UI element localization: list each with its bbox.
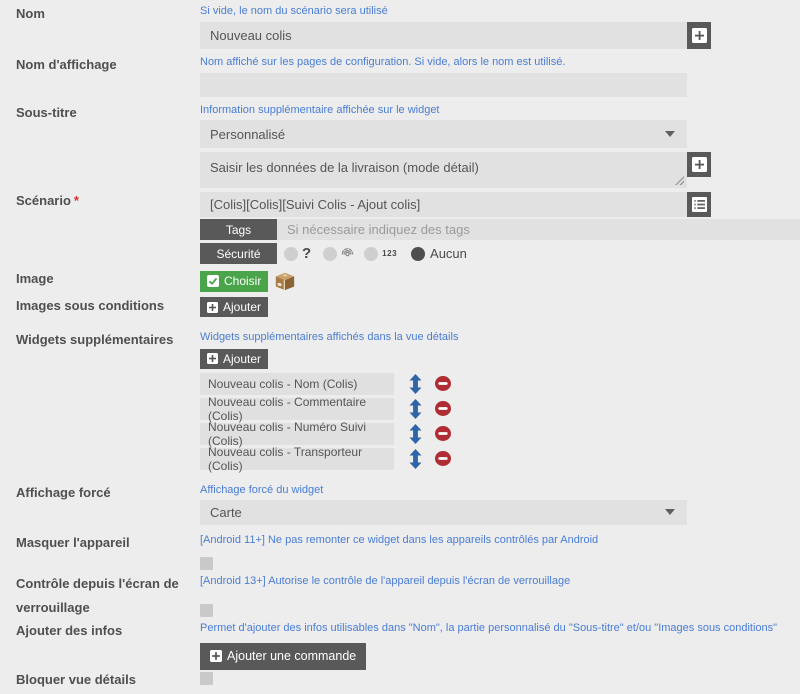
scenario-input[interactable] bbox=[200, 192, 687, 217]
tags-input[interactable] bbox=[277, 219, 800, 240]
affichage-force-help: Affichage forcé du widget bbox=[200, 483, 324, 496]
fingerprint-icon bbox=[341, 247, 354, 260]
reorder-updown-icon[interactable] bbox=[409, 423, 422, 444]
plus-icon bbox=[207, 301, 218, 313]
add-conditional-image-button[interactable]: Ajouter bbox=[200, 297, 269, 317]
ajouter-infos-help: Permet d'ajouter des infos utilisables d… bbox=[200, 621, 778, 634]
remove-icon[interactable] bbox=[435, 401, 451, 416]
masquer-checkbox[interactable] bbox=[200, 556, 213, 570]
checkbox-checked-icon bbox=[207, 275, 219, 287]
scenario-list-button[interactable] bbox=[687, 192, 711, 217]
nom-affichage-label: Nom d'affichage bbox=[16, 57, 117, 72]
chevron-down-icon bbox=[665, 131, 675, 137]
securite-radio-aucun[interactable] bbox=[411, 246, 426, 261]
reorder-updown-icon[interactable] bbox=[409, 373, 422, 394]
plus-icon bbox=[207, 353, 218, 364]
widgets-help: Widgets supplémentaires affichés dans la… bbox=[200, 330, 459, 343]
reorder-updown-icon[interactable] bbox=[409, 448, 422, 469]
add-widget-button[interactable]: Ajouter bbox=[200, 348, 269, 369]
widget-list-item: Nouveau colis - Nom (Colis) bbox=[200, 372, 800, 395]
row-scenario: Scénario* Tags Sécurité ? bbox=[0, 192, 800, 264]
row-ajouter-infos: Ajouter des infos Permet d'ajouter des i… bbox=[0, 622, 800, 670]
affichage-force-select[interactable]: Carte bbox=[200, 499, 687, 525]
sous-titre-help: Information supplémentaire affichée sur … bbox=[200, 104, 440, 116]
plus-icon bbox=[691, 157, 707, 172]
add-command-button[interactable]: Ajouter une commande bbox=[200, 642, 367, 670]
remove-icon[interactable] bbox=[435, 451, 451, 466]
affichage-force-label: Affichage forcé bbox=[16, 484, 111, 500]
securite-button[interactable]: Sécurité bbox=[200, 243, 277, 264]
masquer-help: [Android 11+] Ne pas remonter ce widget … bbox=[200, 533, 599, 546]
row-nom-affichage: Nom d'affichage Nom affiché sur les page… bbox=[0, 56, 800, 97]
nom-help: Si vide, le nom du scénario sera utilisé bbox=[200, 5, 388, 17]
scenario-label: Scénario * bbox=[16, 193, 79, 208]
required-asterisk: * bbox=[73, 193, 79, 208]
widget-list-item: Nouveau colis - Numéro Suivi (Colis) bbox=[200, 420, 800, 448]
row-image: Image Choisir bbox=[0, 270, 800, 292]
row-masquer: Masquer l'appareil [Android 11+] Ne pas … bbox=[0, 534, 800, 570]
securite-line: Sécurité ? 123 Aucun bbox=[200, 243, 800, 264]
widgets-label: Widgets supplémentaires bbox=[16, 331, 174, 347]
row-sous-titre: Sous-titre Information supplémentaire af… bbox=[0, 104, 800, 188]
images-conditions-label: Images sous conditions bbox=[16, 298, 165, 313]
list-icon bbox=[691, 197, 707, 212]
plus-icon bbox=[691, 28, 707, 43]
widget-item-name[interactable]: Nouveau colis - Commentaire (Colis) bbox=[200, 395, 394, 423]
sous-titre-textarea[interactable]: Saisir les données de la livraison (mode… bbox=[200, 152, 687, 188]
reorder-updown-icon[interactable] bbox=[409, 398, 422, 419]
sous-titre-select[interactable]: Personnalisé bbox=[200, 120, 687, 148]
question-icon: ? bbox=[302, 245, 312, 262]
nom-add-button[interactable] bbox=[687, 22, 711, 49]
nom-affichage-input[interactable] bbox=[200, 73, 687, 97]
controle-verrouillage-checkbox[interactable] bbox=[200, 603, 213, 617]
numeric-code-icon: 123 bbox=[382, 249, 398, 258]
bloquer-vue-checkbox[interactable] bbox=[200, 671, 213, 685]
nom-input[interactable] bbox=[200, 22, 687, 49]
securite-radio-code[interactable] bbox=[364, 246, 379, 261]
controle-verrouillage-help: [Android 13+] Autorise le contrôle de l'… bbox=[200, 574, 571, 587]
row-nom: Nom Si vide, le nom du scénario sera uti… bbox=[0, 5, 800, 49]
resize-handle[interactable] bbox=[675, 176, 684, 185]
image-label: Image bbox=[16, 271, 54, 286]
affichage-force-select-value: Carte bbox=[210, 504, 242, 520]
sous-titre-select-value: Personnalisé bbox=[210, 126, 286, 142]
remove-icon[interactable] bbox=[435, 426, 451, 441]
tags-line: Tags bbox=[200, 219, 800, 240]
chevron-down-icon bbox=[665, 509, 675, 515]
package-icon bbox=[274, 270, 296, 292]
nom-label: Nom bbox=[16, 6, 45, 21]
row-widgets: Widgets supplémentaires Widgets suppléme… bbox=[0, 330, 800, 473]
widget-item-name[interactable]: Nouveau colis - Transporteur (Colis) bbox=[200, 445, 394, 473]
row-controle-verrouillage: Contrôle depuis l'écran de verrouillage … bbox=[0, 575, 800, 620]
widget-list-item: Nouveau colis - Commentaire (Colis) bbox=[200, 395, 800, 423]
securite-radio-fingerprint[interactable] bbox=[323, 246, 338, 261]
masquer-label: Masquer l'appareil bbox=[16, 534, 130, 550]
remove-icon[interactable] bbox=[435, 376, 451, 391]
tags-button[interactable]: Tags bbox=[200, 219, 277, 240]
securite-aucun-label: Aucun bbox=[430, 246, 467, 261]
ajouter-infos-label: Ajouter des infos bbox=[16, 622, 123, 638]
row-images-conditions: Images sous conditions Ajouter bbox=[0, 297, 800, 318]
sous-titre-label: Sous-titre bbox=[16, 105, 77, 120]
plus-icon bbox=[210, 650, 222, 662]
row-bloquer-vue: Bloquer vue détails bbox=[0, 671, 800, 687]
widget-item-name[interactable]: Nouveau colis - Numéro Suivi (Colis) bbox=[200, 420, 394, 448]
bloquer-vue-label: Bloquer vue détails bbox=[16, 671, 136, 687]
choose-image-button[interactable]: Choisir bbox=[200, 270, 269, 292]
nom-affichage-help: Nom affiché sur les pages de configurati… bbox=[200, 56, 566, 68]
row-affichage-force: Affichage forcé Affichage forcé du widge… bbox=[0, 484, 800, 525]
widget-item-name[interactable]: Nouveau colis - Nom (Colis) bbox=[200, 372, 394, 395]
controle-verrouillage-label: Contrôle depuis l'écran de verrouillage bbox=[16, 575, 179, 615]
securite-radio-question[interactable] bbox=[284, 246, 298, 261]
widget-list-item: Nouveau colis - Transporteur (Colis) bbox=[200, 445, 800, 473]
sous-titre-add-button[interactable] bbox=[687, 152, 711, 177]
